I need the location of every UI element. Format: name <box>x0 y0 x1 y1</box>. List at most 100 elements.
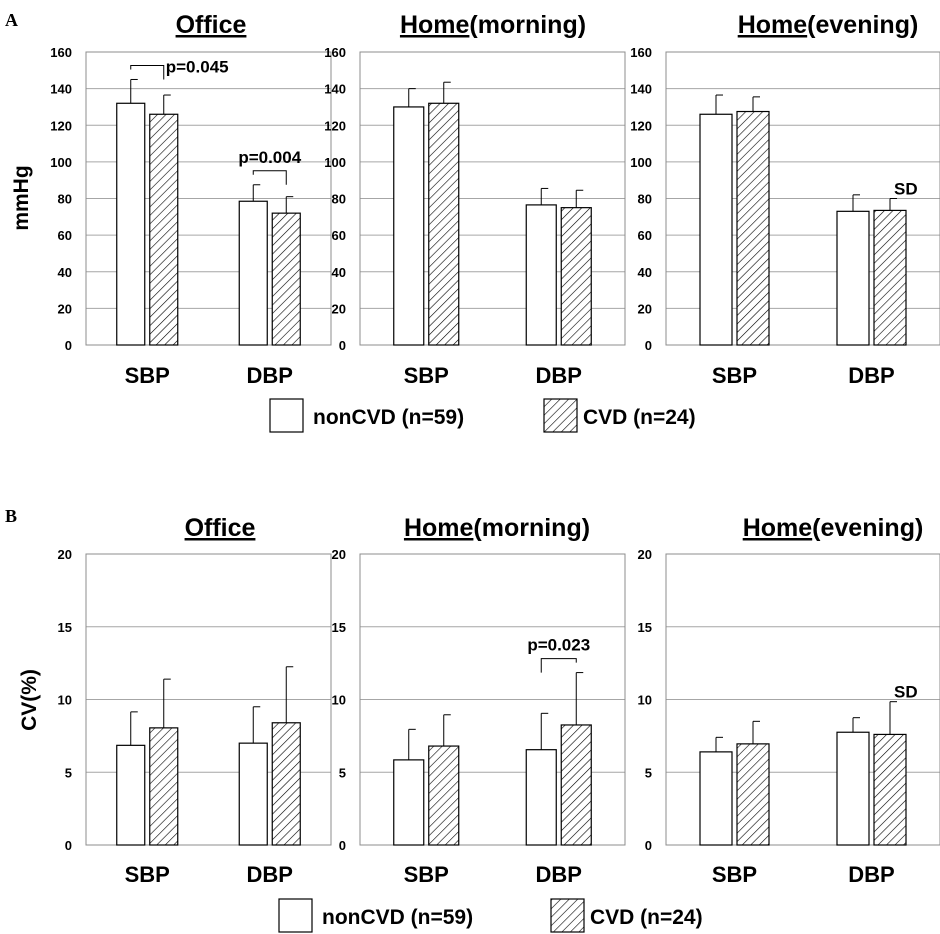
bar-cvd-sbp <box>149 727 179 846</box>
legends-layer: nonCVD (n=59) CVD (n=24) nonCVD (n=59) CVD … <box>269 398 703 933</box>
y-tick-label: 20 <box>58 547 72 562</box>
significance-bracket: p=0.023 <box>527 636 590 673</box>
bar-cvd-sbp <box>736 110 770 346</box>
x-category-label: DBP <box>247 363 293 388</box>
bar-noncvd-dbp <box>836 731 870 846</box>
y-tick-label: 10 <box>58 693 72 708</box>
x-category-label: SBP <box>712 862 757 887</box>
y-tick-label: 20 <box>638 301 652 316</box>
x-category-label: SBP <box>404 862 449 887</box>
bar-cvd-sbp <box>428 102 460 346</box>
y-tick-label: 140 <box>324 82 346 97</box>
y-tick-label: 160 <box>630 45 652 60</box>
plot-frame <box>359 51 626 346</box>
y-axis-label: CV(%) <box>18 669 41 731</box>
bar-noncvd-dbp <box>238 742 268 846</box>
chart-title-main: Home <box>400 11 470 39</box>
bar-cvd-dbp <box>560 724 592 846</box>
p-value-label: p=0.004 <box>238 148 301 167</box>
legend-2: nonCVD (n=59) CVD (n=24) <box>278 898 703 933</box>
chart-title-suffix: (morning) <box>469 11 586 39</box>
y-tick-label: 100 <box>324 155 346 170</box>
chart-title: Home(morning) <box>400 11 586 39</box>
legend-1: nonCVD (n=59) CVD (n=24) <box>269 398 696 433</box>
chart-title-suffix: (evening) <box>812 514 923 542</box>
chart-panel-6: 0 5 10 15 20 SBP DBP SD Home(evening) <box>638 514 940 887</box>
y-tick-label: 20 <box>58 301 72 316</box>
bracket-line <box>540 658 577 673</box>
chart-title: Office <box>176 11 247 39</box>
y-tick-label: 0 <box>339 838 346 853</box>
chart-title: Office <box>185 514 256 542</box>
bar-cvd-dbp <box>560 207 592 346</box>
legend-swatch-noncvd <box>269 398 304 433</box>
bar-cvd-sbp <box>428 745 460 846</box>
bar-cvd-sbp <box>149 113 179 346</box>
chart-panel-5: 0 5 10 15 20 SBP DBP p=0.023 Home(morning) <box>332 514 626 887</box>
chart-panel-2: 0 20 40 60 80 100 120 140 160 SBP DBP Home(morning) <box>324 11 626 388</box>
chart-panel-1: 0 20 40 60 80 100 120 140 160 SBP DBP p=0.045 p=0.00… <box>5 10 332 388</box>
y-tick-label: 100 <box>50 155 72 170</box>
plot-frame <box>85 553 332 846</box>
x-category-label: DBP <box>848 862 894 887</box>
bar-cvd-dbp <box>873 209 907 346</box>
y-tick-label: 120 <box>630 118 652 133</box>
y-tick-label: 0 <box>65 338 72 353</box>
bar-cvd-dbp <box>271 212 301 346</box>
chart-title-main: Home <box>404 514 474 542</box>
bar-noncvd-dbp <box>238 200 268 346</box>
chart-title-suffix: (morning) <box>473 514 590 542</box>
bar-noncvd-dbp <box>525 204 557 346</box>
y-tick-label: 5 <box>645 765 652 780</box>
chart-panel-3: 0 20 40 60 80 100 120 140 160 SBP DBP SD Home(evenin… <box>630 11 940 388</box>
chart-title: Home(evening) <box>738 11 919 39</box>
y-tick-label: 5 <box>65 765 72 780</box>
legend-label-noncvd: nonCVD (n=59) <box>322 906 473 929</box>
chart-title-main: Office <box>176 11 247 39</box>
chart-title: Home(morning) <box>404 514 590 542</box>
panel-letter: B <box>5 506 17 526</box>
bar-noncvd-sbp <box>699 113 733 346</box>
plot-frame <box>665 51 940 346</box>
y-tick-label: 40 <box>638 265 652 280</box>
legend-swatch-noncvd <box>278 898 313 933</box>
y-tick-label: 20 <box>332 547 346 562</box>
bracket-line <box>252 170 287 185</box>
chart-title: Home(evening) <box>743 514 924 542</box>
bar-noncvd-sbp <box>699 751 733 846</box>
y-tick-label: 140 <box>50 82 72 97</box>
bar-noncvd-sbp <box>116 744 146 846</box>
x-category-label: SBP <box>125 363 170 388</box>
y-tick-label: 0 <box>65 838 72 853</box>
legend-label-cvd: CVD (n=24) <box>590 906 703 929</box>
significance-bracket: p=0.004 <box>238 148 302 185</box>
bar-noncvd-dbp <box>836 210 870 346</box>
bar-cvd-dbp <box>873 733 907 846</box>
sd-label: SD <box>894 683 918 702</box>
legend-swatch-cvd <box>550 898 585 933</box>
bar-noncvd-sbp <box>393 106 425 346</box>
y-tick-label: 120 <box>50 118 72 133</box>
y-tick-label: 60 <box>332 228 346 243</box>
y-tick-label: 80 <box>332 192 346 207</box>
bar-noncvd-sbp <box>116 102 146 346</box>
bar-noncvd-sbp <box>393 759 425 846</box>
plot-frame <box>665 553 940 846</box>
y-tick-label: 60 <box>58 228 72 243</box>
x-category-label: DBP <box>247 862 293 887</box>
plot-frame <box>85 51 332 346</box>
y-tick-label: 140 <box>630 82 652 97</box>
p-value-label: p=0.045 <box>166 57 229 76</box>
x-category-label: SBP <box>712 363 757 388</box>
chart-title-main: Home <box>743 514 813 542</box>
significance-bracket: p=0.045 <box>130 57 229 80</box>
x-category-label: DBP <box>536 862 582 887</box>
y-tick-label: 40 <box>332 265 346 280</box>
chart-title-main: Home <box>738 11 808 39</box>
bracket-line <box>130 64 165 80</box>
chart-panel-4: 0 5 10 15 20 SBP DBP Office B CV(%) <box>5 506 332 887</box>
y-tick-label: 15 <box>58 620 72 635</box>
x-category-label: DBP <box>536 363 582 388</box>
bar-cvd-sbp <box>736 743 770 846</box>
